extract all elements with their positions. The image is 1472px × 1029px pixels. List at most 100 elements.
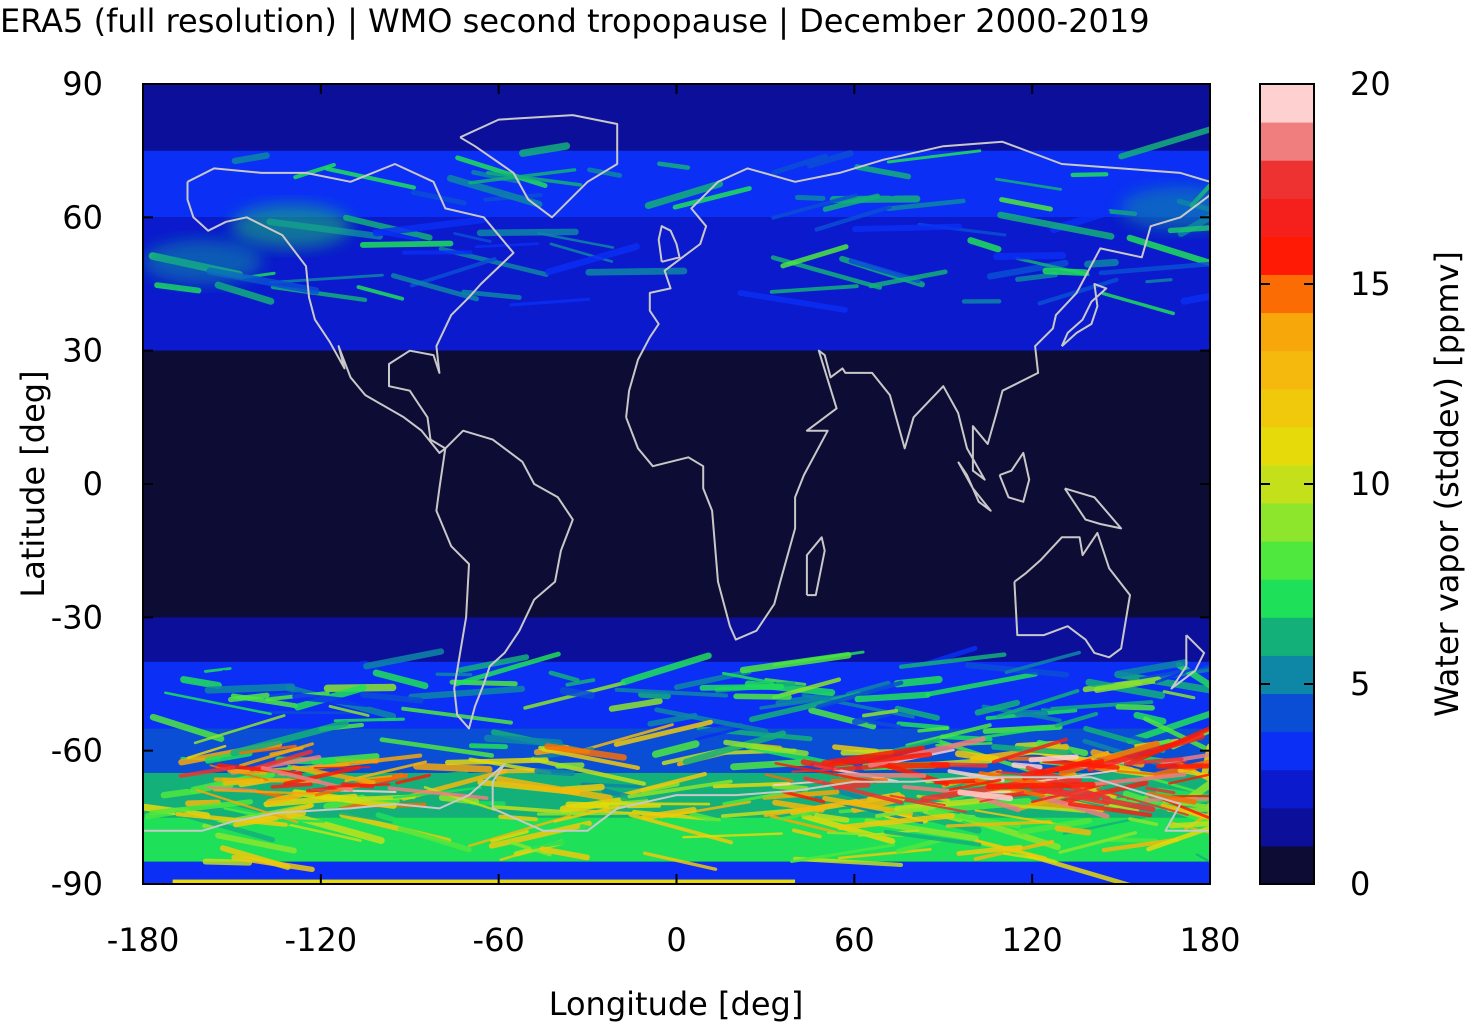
- field-filament: [997, 211, 1115, 240]
- field-filament: [854, 691, 931, 703]
- chart-title: ERA5 (full resolution) | WMO second trop…: [0, 2, 1150, 40]
- field-filament: [180, 676, 222, 690]
- field-filament: [1095, 767, 1175, 778]
- field-filament: [737, 290, 848, 313]
- field-band: [143, 84, 1210, 151]
- field-filament: [488, 820, 592, 849]
- colorbar-swatch: [1260, 312, 1314, 352]
- field-filament: [260, 660, 368, 680]
- field-filament: [967, 237, 1002, 253]
- field-filament: [867, 719, 902, 729]
- field-filament: [238, 742, 314, 768]
- field-filament: [845, 680, 891, 697]
- field-filament: [699, 683, 785, 691]
- colorbar-swatch: [1260, 236, 1314, 275]
- field-filament: [794, 194, 826, 201]
- field-filament: [1026, 160, 1122, 180]
- colorbar-tick-label: 5: [1350, 665, 1370, 703]
- field-filament: [945, 820, 1052, 828]
- field-filament: [1098, 261, 1210, 276]
- field-filament: [269, 273, 384, 284]
- field-filament: [1058, 831, 1138, 854]
- y-tick-label: -60: [51, 732, 103, 770]
- field-filament: [410, 189, 467, 206]
- field-filament: [390, 273, 480, 302]
- field-band: [172, 879, 796, 884]
- field-filament: [363, 648, 445, 670]
- field-filament: [1168, 821, 1210, 829]
- field-filament: [548, 670, 580, 683]
- field-filament: [771, 153, 828, 176]
- field-filament: [613, 719, 713, 747]
- field-filament: [862, 708, 899, 718]
- coastline: [459, 114, 619, 219]
- field-filament: [453, 232, 492, 243]
- field-filament: [222, 669, 270, 683]
- field-filament: [904, 799, 968, 813]
- field-filament: [413, 762, 493, 773]
- field-filament: [265, 791, 304, 806]
- field-filament: [764, 773, 794, 782]
- field-filament: [993, 252, 1067, 260]
- field-filament: [444, 757, 549, 766]
- field-filament: [435, 672, 473, 677]
- field-filament: [213, 788, 324, 796]
- colorbar-swatch: [1260, 769, 1314, 809]
- y-axis-label: Latitude [deg]: [14, 370, 52, 597]
- field-filament: [154, 282, 202, 294]
- field-filament: [277, 818, 326, 823]
- field-filament: [1168, 773, 1210, 785]
- y-axis-ticks: 90 60 30 0 -30 -60 -90: [51, 65, 1210, 903]
- field-filament: [980, 725, 1053, 739]
- field-filament: [833, 788, 868, 802]
- field-filament: [509, 297, 591, 307]
- field-filament: [308, 753, 423, 771]
- colorbar-swatch: [1260, 160, 1314, 199]
- field-filament: [204, 750, 253, 764]
- field-band: [143, 861, 1210, 884]
- colorbar-tick-label: 20: [1350, 65, 1391, 103]
- coastline: [998, 451, 1031, 503]
- field-filament: [733, 693, 792, 700]
- field-filament: [490, 830, 529, 843]
- field-filament: [837, 847, 932, 860]
- field-filament: [800, 759, 835, 771]
- field-filament: [1126, 710, 1210, 745]
- field-filament: [555, 762, 585, 769]
- field-filament: [826, 831, 904, 837]
- field-filament: [263, 793, 358, 808]
- field-filament: [239, 744, 297, 755]
- field-filament: [995, 689, 1080, 719]
- field-filament: [149, 713, 225, 742]
- colorbar-tick-label: 0: [1350, 865, 1370, 903]
- field-filament: [446, 174, 543, 208]
- field-filament: [519, 142, 571, 157]
- y-tick-label: 60: [62, 198, 103, 236]
- field-filament: [468, 743, 509, 750]
- x-tick-label: 180: [1179, 921, 1240, 959]
- field-highlight: [231, 204, 352, 249]
- field-filament: [674, 669, 752, 690]
- field-filament: [1093, 676, 1162, 693]
- field-filament: [1145, 791, 1197, 805]
- colorbar-swatch: [1260, 655, 1314, 695]
- field-filament: [898, 652, 1007, 669]
- coastline: [957, 461, 992, 512]
- field-filament: [530, 757, 646, 786]
- field-filament: [1029, 784, 1100, 801]
- field-filament: [984, 790, 1011, 794]
- field-filament: [994, 177, 1062, 191]
- field-filament: [954, 750, 1000, 763]
- field-filament: [1115, 704, 1155, 711]
- field-filament: [537, 232, 615, 249]
- field-filament: [178, 765, 236, 778]
- field-filament: [206, 785, 257, 792]
- field-filament: [689, 811, 721, 823]
- field-filament: [1139, 664, 1210, 681]
- field-filament: [816, 680, 904, 709]
- field-filament: [455, 155, 548, 188]
- field-filament: [614, 687, 729, 698]
- y-tick-label: 30: [62, 332, 103, 370]
- field-filament: [854, 164, 911, 180]
- field-filament: [838, 772, 927, 778]
